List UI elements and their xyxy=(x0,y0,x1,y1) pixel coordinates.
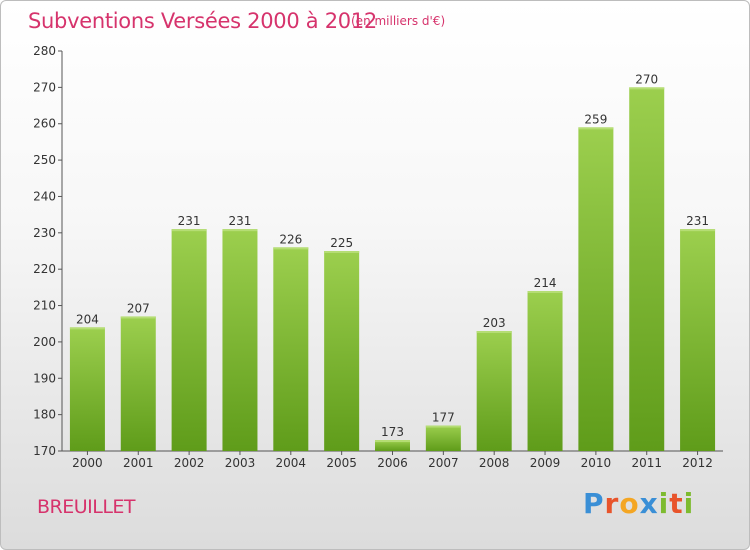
bar xyxy=(273,247,309,451)
bar-value-label: 231 xyxy=(178,214,201,228)
bar xyxy=(375,440,410,451)
bar-top-highlight xyxy=(578,127,614,130)
y-tick-label: 260 xyxy=(33,117,56,131)
bar xyxy=(171,229,207,451)
bar-value-label: 203 xyxy=(483,316,506,330)
chart-title: Subventions Versées 2000 à 2012 xyxy=(28,9,377,33)
bar-value-label: 259 xyxy=(584,112,607,126)
bar-top-highlight xyxy=(324,251,360,253)
y-tick-label: 250 xyxy=(33,153,56,167)
bar-top-highlight xyxy=(222,229,258,232)
y-tick-label: 190 xyxy=(33,371,56,385)
logo-letter: x xyxy=(639,487,659,520)
bar-value-label: 177 xyxy=(432,411,455,425)
bar-top-highlight xyxy=(69,327,105,330)
proxiti-logo: Proxiti xyxy=(583,487,694,520)
x-tick-label: 2002 xyxy=(174,456,205,470)
logo-letter: i xyxy=(658,487,670,520)
x-tick-label: 2012 xyxy=(682,456,713,470)
bar xyxy=(324,251,360,451)
bar-top-highlight xyxy=(527,291,563,293)
bar-value-label: 214 xyxy=(534,276,557,290)
bar xyxy=(69,327,105,451)
bar xyxy=(629,87,665,451)
chart-subtitle: (en milliers d'€) xyxy=(351,14,446,28)
bar-value-label: 226 xyxy=(279,232,302,246)
x-tick-label: 2001 xyxy=(123,456,154,470)
bar xyxy=(120,316,156,451)
x-tick-label: 2005 xyxy=(326,456,357,470)
bar-top-highlight xyxy=(171,229,207,232)
chart-bars xyxy=(69,87,716,451)
bar xyxy=(680,229,716,451)
logo-letter: P xyxy=(583,487,605,520)
y-tick-label: 240 xyxy=(33,189,56,203)
bar-value-label: 204 xyxy=(76,312,99,326)
bar xyxy=(527,291,563,451)
y-tick-label: 220 xyxy=(33,262,56,276)
bar xyxy=(476,331,512,451)
x-tick-label: 2008 xyxy=(479,456,510,470)
x-tick-label: 2006 xyxy=(377,456,408,470)
commune-name: BREUILLET xyxy=(37,496,136,518)
y-tick-label: 180 xyxy=(33,408,56,422)
logo-letter: r xyxy=(604,487,620,520)
chart-axes: 170 180 190 200 210 220 230 240 250 260 270 280 2000… xyxy=(33,44,723,470)
bar-value-label: 225 xyxy=(330,236,353,250)
bar-value-label: 173 xyxy=(381,425,404,439)
bar xyxy=(425,425,461,451)
chart-labels: 204 207 231 231 226 225 173 177 203 214 259 270 231 xyxy=(76,72,709,439)
x-tick-label: 2003 xyxy=(225,456,256,470)
bar-top-highlight xyxy=(476,331,512,333)
y-tick-label: 280 xyxy=(33,44,56,58)
bar-value-label: 231 xyxy=(229,214,252,228)
bar-value-label: 231 xyxy=(686,214,709,228)
y-tick-label: 200 xyxy=(33,335,56,349)
bar-top-highlight xyxy=(629,87,665,90)
y-tick-label: 170 xyxy=(33,444,56,458)
x-tick-label: 2010 xyxy=(581,456,612,470)
bar-top-highlight xyxy=(425,425,461,428)
x-tick-label: 2011 xyxy=(631,456,662,470)
logo-letter: t xyxy=(669,487,684,520)
y-tick-label: 270 xyxy=(33,80,56,94)
logo-letter: i xyxy=(683,487,695,520)
bar xyxy=(222,229,258,451)
bar-top-highlight xyxy=(120,316,156,319)
bar-value-label: 270 xyxy=(635,72,658,86)
bar-top-highlight xyxy=(375,440,410,443)
x-tick-label: 2004 xyxy=(276,456,307,470)
bar-value-label: 207 xyxy=(127,301,150,315)
bar xyxy=(578,127,614,451)
bar-top-highlight xyxy=(680,229,716,232)
bar-top-highlight xyxy=(273,247,309,250)
x-tick-label: 2007 xyxy=(428,456,459,470)
x-tick-label: 2000 xyxy=(72,456,103,470)
x-tick-label: 2009 xyxy=(530,456,561,470)
y-tick-label: 230 xyxy=(33,226,56,240)
y-tick-label: 210 xyxy=(33,299,56,313)
logo-letter: o xyxy=(619,487,640,520)
